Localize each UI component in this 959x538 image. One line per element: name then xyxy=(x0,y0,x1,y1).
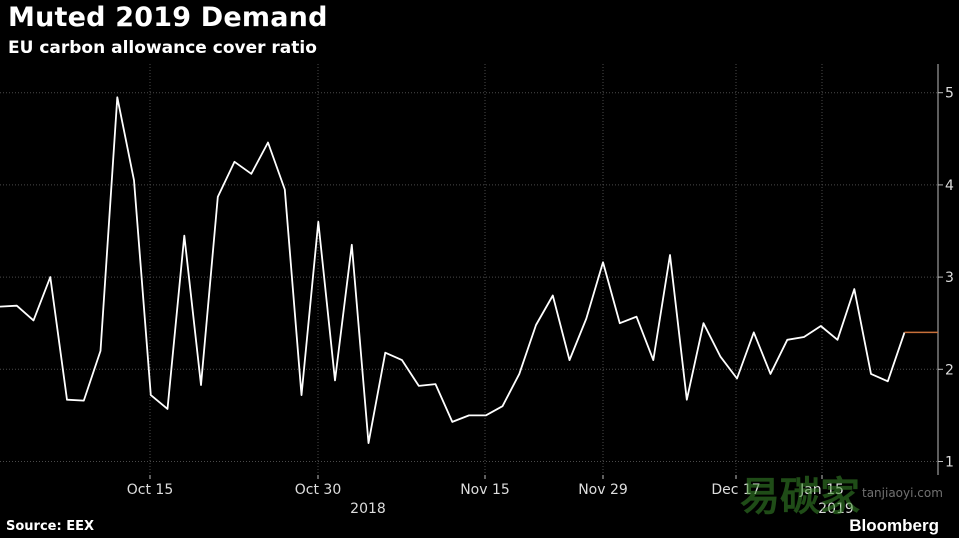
data-point xyxy=(769,373,771,375)
data-point xyxy=(418,385,420,387)
x-tick-label: Nov 29 xyxy=(578,482,628,498)
svg-text:易碳家: 易碳家 xyxy=(740,474,860,520)
x-tick-label: Nov 15 xyxy=(460,482,510,498)
y-tick-label: 4 xyxy=(945,178,954,194)
x-tick-label: Oct 15 xyxy=(127,482,173,498)
data-point xyxy=(585,317,587,319)
source-note: Source: EEX xyxy=(6,519,94,534)
chart-title: Muted 2019 Demand xyxy=(8,2,328,33)
data-point xyxy=(669,254,671,256)
watermark-logo-icon: 易碳家 xyxy=(740,474,860,520)
data-point xyxy=(468,414,470,416)
data-point xyxy=(401,359,403,361)
data-point xyxy=(250,173,252,175)
data-point xyxy=(367,442,369,444)
y-tick-label: 5 xyxy=(945,86,954,102)
x-tick-label: Oct 30 xyxy=(295,482,341,498)
data-point xyxy=(351,244,353,246)
y-tick-label: 2 xyxy=(945,362,954,378)
x-tick-label: Jan 15 xyxy=(799,482,844,498)
data-point xyxy=(116,96,118,98)
data-point xyxy=(602,261,604,263)
data-point xyxy=(133,179,135,181)
data-point xyxy=(836,339,838,341)
data-point xyxy=(233,161,235,163)
data-point xyxy=(66,399,68,401)
data-point xyxy=(166,408,168,410)
data-point xyxy=(719,355,721,357)
data-point xyxy=(217,196,219,198)
y-tick-label: 3 xyxy=(945,270,954,286)
series-line xyxy=(0,96,906,445)
data-point xyxy=(183,234,185,236)
data-point xyxy=(300,394,302,396)
watermark-text: tanjiaoyi.com xyxy=(862,486,943,500)
data-point xyxy=(32,319,34,321)
x-tick-label: Dec 17 xyxy=(711,482,760,498)
data-point xyxy=(870,373,872,375)
data-point xyxy=(820,325,822,327)
data-point xyxy=(150,394,152,396)
data-point xyxy=(619,322,621,324)
data-point xyxy=(267,141,269,143)
data-point xyxy=(753,331,755,333)
data-point xyxy=(635,316,637,318)
year-label: 2019 xyxy=(818,501,854,517)
data-point xyxy=(568,359,570,361)
y-tick-label: 1 xyxy=(945,455,954,471)
data-point xyxy=(434,383,436,385)
data-point xyxy=(518,373,520,375)
data-point xyxy=(16,304,18,306)
data-point xyxy=(803,336,805,338)
data-point xyxy=(736,377,738,379)
data-point xyxy=(384,352,386,354)
data-point xyxy=(552,294,554,296)
chart-subtitle: EU carbon allowance cover ratio xyxy=(8,38,317,58)
data-point xyxy=(786,339,788,341)
data-point xyxy=(83,399,85,401)
data-point xyxy=(451,421,453,423)
data-point xyxy=(686,399,688,401)
watermark: 易碳家 tanjiaoyi.com xyxy=(740,466,950,524)
data-point xyxy=(284,188,286,190)
data-point xyxy=(853,288,855,290)
data-point xyxy=(501,405,503,407)
data-point xyxy=(317,221,319,223)
year-label: 2018 xyxy=(350,501,386,517)
bloomberg-logo: Bloomberg xyxy=(849,516,939,535)
data-point xyxy=(535,324,537,326)
data-point xyxy=(887,380,889,382)
data-point xyxy=(485,414,487,416)
data-point xyxy=(99,350,101,352)
data-point xyxy=(334,379,336,381)
data-point xyxy=(49,276,51,278)
data-point xyxy=(652,359,654,361)
data-point xyxy=(702,322,704,324)
data-point xyxy=(200,384,202,386)
